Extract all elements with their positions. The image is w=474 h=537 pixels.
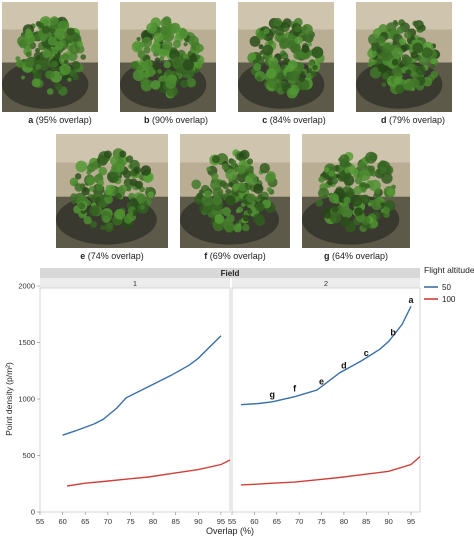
annotation-f: f	[293, 384, 297, 394]
plant-canopy-image	[180, 134, 290, 248]
plant-canopy-image	[238, 2, 334, 112]
caption-c: c (84% overlap)	[262, 115, 326, 125]
x-tick-label: 80	[149, 517, 157, 526]
facet-label-1: 1	[133, 279, 137, 288]
y-axis-title: Point density (p/m²)	[4, 362, 14, 436]
x-tick-label: 85	[172, 517, 180, 526]
x-tick-label: 75	[317, 517, 325, 526]
x-tick-label: 55	[228, 517, 236, 526]
plant-canopy-image	[302, 134, 410, 248]
x-tick-label: 65	[81, 517, 89, 526]
series-line-100-field-2	[240, 456, 421, 486]
x-axis-title: Overlap (%)	[206, 526, 254, 536]
photo-panel-b	[120, 2, 216, 112]
caption-g: g (64% overlap)	[323, 251, 389, 261]
x-tick-label: 70	[295, 517, 303, 526]
facet-strip-2	[232, 278, 420, 288]
annotation-b: b	[390, 328, 396, 338]
caption-d: d (79% overlap)	[380, 115, 446, 125]
plant-canopy-image	[356, 2, 452, 112]
x-tick-label: 60	[250, 517, 258, 526]
x-tick-label: 85	[362, 517, 370, 526]
photo-panel-g	[302, 134, 410, 248]
x-tick-label: 55	[36, 517, 44, 526]
photo-panel-e	[56, 134, 168, 248]
x-tick-label: 90	[384, 517, 392, 526]
y-tick-label: 0	[31, 508, 35, 517]
facet-title: Field	[221, 269, 240, 278]
x-tick-label: 90	[194, 517, 202, 526]
caption-b: b (90% overlap)	[143, 115, 209, 125]
x-tick-label: 70	[104, 517, 112, 526]
photo-panel-a	[2, 2, 98, 112]
x-tick-label: 60	[58, 517, 66, 526]
annotation-d: d	[341, 360, 347, 370]
series-line-50-field-1	[62, 335, 222, 436]
caption-a: a (95% overlap)	[28, 115, 92, 125]
facet-label-2: 2	[324, 279, 328, 288]
facet-panel-1	[39, 287, 231, 513]
legend-label-100: 100	[442, 295, 456, 304]
caption-e: e (74% overlap)	[80, 251, 144, 261]
x-tick-label: 80	[340, 517, 348, 526]
y-tick-label: 1000	[18, 395, 35, 404]
annotation-g: g	[270, 389, 276, 399]
facet-strip-1	[40, 278, 230, 288]
point-density-chart: Field 1 55 60 65 70 75 80 85 90 95 2 55 60 65 70 75 80 85 9…	[4, 265, 474, 536]
plant-canopy-image	[120, 2, 216, 112]
x-tick-label: 95	[217, 517, 225, 526]
caption-f: f (69% overlap)	[204, 251, 266, 261]
legend-title: Flight altitude	[424, 265, 474, 275]
y-tick-label: 500	[22, 451, 35, 460]
photo-panel-d	[356, 2, 452, 112]
y-tick-label: 2000	[18, 282, 35, 291]
photo-panel-f	[180, 134, 290, 248]
series-line-50-field-2	[240, 305, 412, 406]
legend-label-50: 50	[442, 283, 451, 292]
facet-panel-2	[231, 287, 421, 513]
x-tick-label: 65	[273, 517, 281, 526]
series-line-100-field-1	[66, 459, 231, 487]
annotation-e: e	[319, 376, 324, 386]
facet-title-strip	[40, 268, 420, 278]
y-tick-label: 1500	[18, 338, 35, 347]
plant-canopy-image	[2, 2, 98, 112]
photo-panel-c	[238, 2, 334, 112]
x-tick-label: 75	[126, 517, 134, 526]
annotation-a: a	[409, 295, 415, 305]
annotation-c: c	[364, 348, 369, 358]
x-tick-label: 95	[407, 517, 415, 526]
plant-canopy-image	[56, 134, 168, 248]
